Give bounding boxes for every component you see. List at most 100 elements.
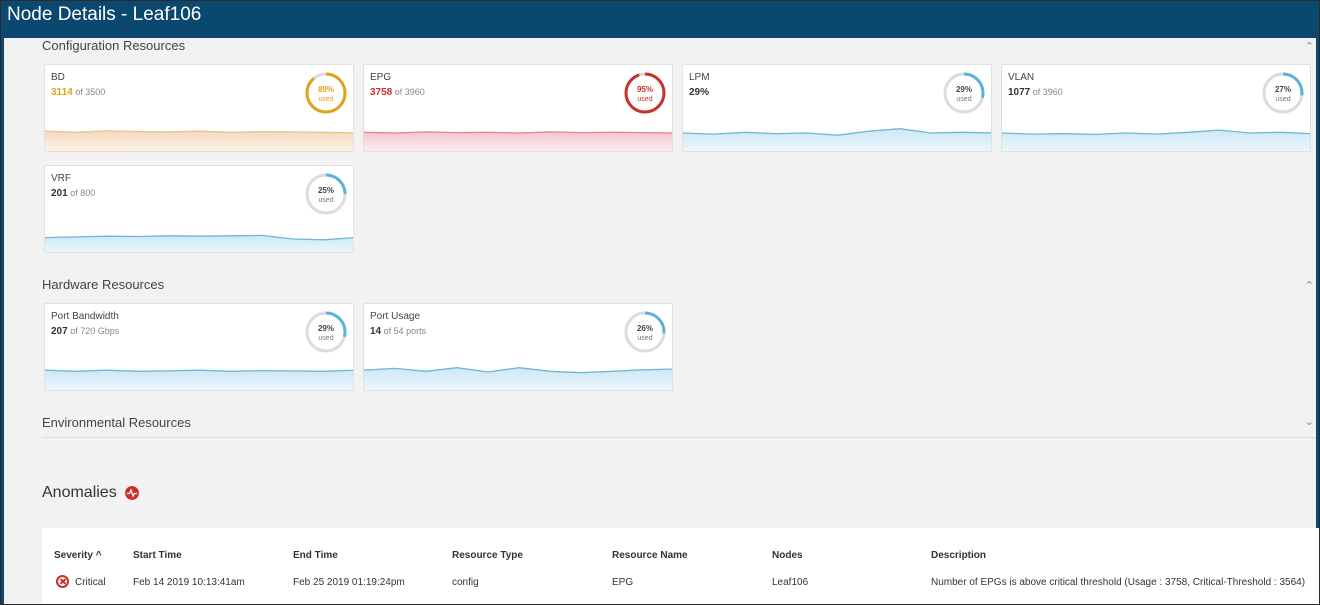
config-card-vlan[interactable]: VLAN 1077 of 3960 27% used: [1001, 64, 1311, 152]
resource-capacity: of 3500: [72, 87, 106, 97]
config-card-vrf[interactable]: VRF 201 of 800 25% used: [44, 165, 354, 253]
usage-trend-chart: [45, 369, 353, 390]
usage-percent: 95%: [637, 85, 653, 94]
column-header-end-time[interactable]: End Time: [293, 550, 338, 561]
cell-resource-type: config: [452, 577, 479, 588]
usage-trend-line: [364, 131, 672, 134]
content-area: Configuration Resources ⌃ BD 3114 of 3500…: [1, 38, 1319, 604]
column-header-start-time[interactable]: Start Time: [133, 550, 182, 561]
cell-severity: Critical: [75, 577, 106, 588]
config-card-bd[interactable]: BD 3114 of 3500 89% used: [44, 64, 354, 152]
hardware-card-port-bandwidth[interactable]: Port Bandwidth 207 of 720 Gbps 29% used: [44, 303, 354, 391]
usage-gauge: 95% used: [624, 72, 666, 114]
resource-value: 201 of 800: [51, 188, 95, 199]
cell-start-time: Feb 14 2019 10:13:41am: [133, 577, 245, 588]
usage-gauge-arc: [305, 173, 347, 215]
usage-gauge-arc: [624, 72, 666, 114]
usage-used-label: used: [956, 96, 971, 103]
column-header-nodes[interactable]: Nodes: [772, 550, 803, 561]
resource-used-count: 3114: [51, 87, 73, 98]
usage-trend-chart: [1002, 129, 1310, 151]
resource-name: VRF: [51, 173, 71, 184]
resource-name: LPM: [689, 72, 710, 83]
usage-used-label: used: [318, 335, 333, 342]
anomaly-pulse-icon: [125, 486, 139, 500]
usage-gauge-arc: [1262, 72, 1304, 114]
section-title-hardware: Hardware Resources: [42, 277, 165, 292]
usage-trend-line: [1002, 129, 1310, 136]
usage-used-label: used: [318, 96, 333, 103]
config-card-lpm[interactable]: LPM 29% 29% used: [682, 64, 992, 152]
usage-trend-area: [45, 370, 353, 390]
window-title: Node Details - Leaf106: [1, 1, 1319, 38]
usage-gauge-arc: [624, 311, 666, 353]
expand-environmental-icon[interactable]: ⌄: [1304, 415, 1314, 428]
usage-trend-chart: [364, 367, 672, 390]
usage-trend-area: [683, 128, 991, 151]
usage-gauge: 25% used: [305, 173, 347, 215]
resource-capacity: of 3960: [1030, 87, 1063, 97]
usage-percent: 89%: [318, 85, 334, 94]
anomalies-heading: Anomalies: [42, 484, 117, 501]
collapse-configuration-icon[interactable]: ⌃: [1304, 40, 1314, 53]
usage-trend-chart: [45, 234, 353, 252]
column-header-severity[interactable]: Severity ^: [54, 550, 102, 561]
usage-percent: 29%: [956, 85, 972, 94]
resource-name: Port Usage: [370, 311, 421, 322]
usage-trend-area: [364, 367, 672, 390]
usage-trend-line: [364, 367, 672, 374]
usage-gauge: 29% used: [943, 72, 985, 114]
usage-percent: 25%: [318, 186, 334, 195]
usage-trend-line: [45, 234, 353, 241]
resource-used-count: 29%: [689, 87, 710, 98]
usage-percent: 27%: [1275, 85, 1291, 94]
usage-gauge: 89% used: [305, 72, 347, 114]
usage-gauge: 26% used: [624, 311, 666, 353]
usage-used-label: used: [637, 335, 652, 342]
usage-trend-area: [45, 130, 353, 151]
resource-name: BD: [51, 72, 65, 83]
usage-trend-chart: [45, 130, 353, 151]
resource-capacity: of 720 Gbps: [67, 326, 120, 336]
cell-description: Number of EPGs is above critical thresho…: [931, 577, 1306, 588]
column-header-resource-type[interactable]: Resource Type: [452, 550, 523, 561]
resource-capacity: of 3960: [392, 87, 425, 97]
usage-used-label: used: [318, 197, 333, 204]
resource-capacity: of 800: [67, 188, 96, 198]
usage-gauge: 29% used: [305, 311, 347, 353]
usage-gauge-arc: [943, 72, 985, 114]
section-title-environmental[interactable]: Environmental Resources: [42, 415, 191, 430]
usage-percent: 29%: [318, 324, 334, 333]
section-divider: [42, 437, 1316, 438]
resource-capacity: of 54 ports: [381, 326, 427, 336]
resource-value: 29%: [689, 87, 709, 98]
usage-gauge: 27% used: [1262, 72, 1304, 114]
critical-severity-icon: [56, 575, 69, 588]
usage-trend-chart: [364, 131, 672, 151]
resource-used-count: 3758: [370, 87, 393, 98]
usage-trend-area: [1002, 130, 1310, 151]
config-card-epg[interactable]: EPG 3758 of 3960 95% used: [363, 64, 673, 152]
collapse-hardware-icon[interactable]: ⌃: [1304, 279, 1314, 292]
anomalies-table: Severity ^ Start Time End Time Resource …: [42, 528, 1319, 604]
column-header-resource-name[interactable]: Resource Name: [612, 550, 688, 561]
resource-value: 207 of 720 Gbps: [51, 326, 119, 337]
hardware-card-port-usage[interactable]: Port Usage 14 of 54 ports 26% used: [363, 303, 673, 391]
usage-trend-area: [364, 131, 672, 151]
resource-used-count: 207: [51, 326, 68, 337]
resource-used-count: 201: [51, 188, 68, 199]
usage-gauge-arc: [305, 72, 347, 114]
usage-trend-area: [45, 235, 353, 252]
resource-value: 3114 of 3500: [51, 87, 105, 98]
cell-resource-name: EPG: [612, 577, 634, 588]
section-title-configuration: Configuration Resources: [42, 38, 186, 53]
usage-trend-chart: [683, 128, 991, 151]
column-header-description[interactable]: Description: [931, 550, 987, 561]
resource-name: Port Bandwidth: [51, 311, 119, 322]
resource-value: 1077 of 3960: [1008, 87, 1063, 98]
cell-end-time: Feb 25 2019 01:19:24pm: [293, 577, 405, 588]
cell-nodes: Leaf106: [772, 577, 809, 588]
usage-trend-line: [683, 128, 991, 136]
resource-value: 14 of 54 ports: [370, 326, 426, 337]
